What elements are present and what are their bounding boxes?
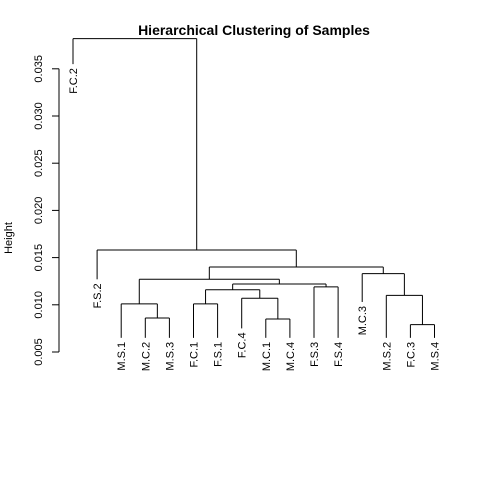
leaf-label: M.S.2 bbox=[381, 342, 393, 371]
leaf-label: F.S.2 bbox=[92, 283, 104, 308]
leaf-label: M.C.3 bbox=[357, 306, 369, 335]
leaf-label: M.S.3 bbox=[164, 342, 176, 371]
leaf-label: M.C.2 bbox=[140, 342, 152, 371]
y-tick-label: 0.035 bbox=[33, 55, 45, 83]
leaf-label: F.C.4 bbox=[237, 332, 249, 358]
y-axis: 0.005 0.010 0.015 0.020 0.025 0.030 0.035 bbox=[33, 55, 60, 366]
leaf-label: F.S.3 bbox=[309, 342, 321, 367]
leaf-labels: F.C.2 F.S.2 M.S.1 M.C.2 M.S.3 F.C.1 F.S.1 F.C.4… bbox=[68, 68, 442, 371]
y-tick-label: 0.005 bbox=[33, 338, 45, 366]
y-tick-label: 0.030 bbox=[33, 102, 45, 130]
leaf-label: M.S.1 bbox=[116, 342, 128, 371]
y-axis-label: Height bbox=[3, 222, 15, 254]
leaf-label: F.S.1 bbox=[213, 342, 225, 367]
leaf-label: F.C.2 bbox=[68, 68, 80, 94]
leaf-label: M.C.4 bbox=[285, 342, 297, 371]
y-tick-label: 0.015 bbox=[33, 244, 45, 272]
leaf-label: F.C.1 bbox=[189, 342, 201, 368]
leaf-label: F.S.4 bbox=[333, 342, 345, 367]
leaf-label: M.C.1 bbox=[261, 342, 273, 371]
y-tick-label: 0.010 bbox=[33, 291, 45, 319]
y-tick-label: 0.020 bbox=[33, 197, 45, 225]
leaf-label: M.S.4 bbox=[430, 342, 442, 371]
y-tick-label: 0.025 bbox=[33, 149, 45, 177]
chart-title: Hierarchical Clustering of Samples bbox=[138, 22, 370, 38]
dendrogram-tree bbox=[72, 38, 435, 338]
leaf-label: F.C.3 bbox=[405, 342, 417, 368]
